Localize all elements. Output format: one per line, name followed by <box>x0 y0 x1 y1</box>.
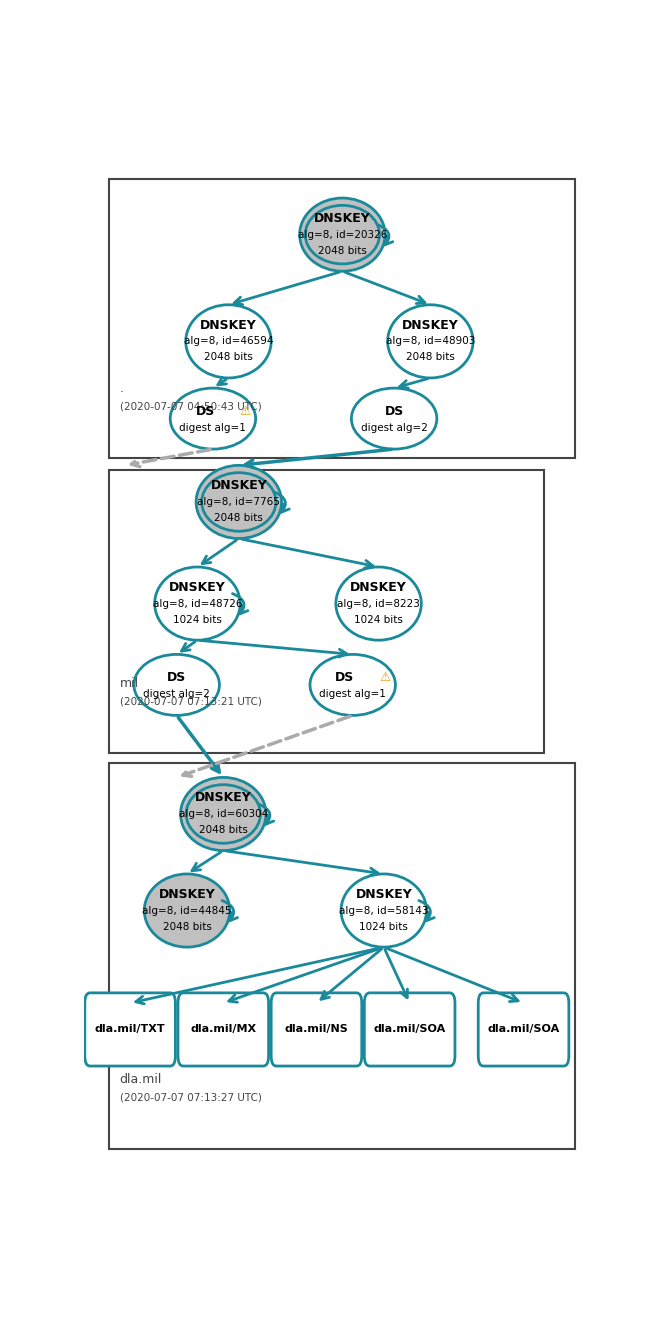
Text: dla.mil/SOA: dla.mil/SOA <box>373 1024 446 1035</box>
Text: 2048 bits: 2048 bits <box>318 246 367 256</box>
Text: alg=8, id=60304: alg=8, id=60304 <box>178 809 268 818</box>
Text: ⚠: ⚠ <box>379 671 390 684</box>
FancyBboxPatch shape <box>85 993 176 1067</box>
Ellipse shape <box>155 568 240 640</box>
Text: DNSKEY: DNSKEY <box>402 318 459 331</box>
Text: 1024 bits: 1024 bits <box>359 921 408 932</box>
Ellipse shape <box>196 466 281 539</box>
FancyBboxPatch shape <box>178 993 269 1067</box>
Ellipse shape <box>336 568 422 640</box>
Text: DNSKEY: DNSKEY <box>159 888 215 902</box>
FancyBboxPatch shape <box>364 993 455 1067</box>
Ellipse shape <box>351 388 437 449</box>
Text: alg=8, id=58143: alg=8, id=58143 <box>339 906 428 916</box>
Text: alg=8, id=48726: alg=8, id=48726 <box>153 598 242 609</box>
Text: alg=8, id=20326: alg=8, id=20326 <box>298 230 387 240</box>
FancyArrowPatch shape <box>259 804 274 824</box>
Text: ⚠: ⚠ <box>239 405 250 418</box>
Text: dla.mil/NS: dla.mil/NS <box>285 1024 348 1035</box>
Text: 1024 bits: 1024 bits <box>354 615 403 624</box>
Text: (2020-07-07 07:13:21 UTC): (2020-07-07 07:13:21 UTC) <box>120 696 262 706</box>
Text: (2020-07-07 04:50:43 UTC): (2020-07-07 04:50:43 UTC) <box>120 401 261 412</box>
Ellipse shape <box>180 777 266 850</box>
Text: DNSKEY: DNSKEY <box>210 479 267 492</box>
Text: .: . <box>120 383 124 395</box>
FancyArrowPatch shape <box>377 224 393 246</box>
Ellipse shape <box>341 874 426 948</box>
Text: dla.mil/TXT: dla.mil/TXT <box>95 1024 166 1035</box>
FancyBboxPatch shape <box>110 763 575 1150</box>
FancyArrowPatch shape <box>419 900 434 921</box>
Ellipse shape <box>134 655 219 715</box>
Text: mil: mil <box>120 677 139 690</box>
Text: DS: DS <box>385 405 403 418</box>
Text: DNSKEY: DNSKEY <box>169 581 226 594</box>
Text: DNSKEY: DNSKEY <box>200 318 257 331</box>
Text: digest alg=2: digest alg=2 <box>143 689 210 700</box>
Text: 2048 bits: 2048 bits <box>199 825 248 836</box>
Text: 2048 bits: 2048 bits <box>162 921 212 932</box>
Text: alg=8, id=7765: alg=8, id=7765 <box>197 496 281 507</box>
Ellipse shape <box>144 874 230 948</box>
Text: DS: DS <box>335 671 355 684</box>
FancyArrowPatch shape <box>232 594 248 614</box>
FancyBboxPatch shape <box>110 178 575 458</box>
Text: alg=8, id=48903: alg=8, id=48903 <box>385 337 475 346</box>
Text: dla.mil/MX: dla.mil/MX <box>190 1024 257 1035</box>
Text: dla.mil: dla.mil <box>120 1073 162 1086</box>
Text: 2048 bits: 2048 bits <box>406 352 455 363</box>
Text: DS: DS <box>196 405 215 418</box>
Text: digest alg=1: digest alg=1 <box>319 689 386 700</box>
Ellipse shape <box>170 388 256 449</box>
Text: 2048 bits: 2048 bits <box>204 352 253 363</box>
Text: alg=8, id=8223: alg=8, id=8223 <box>337 598 420 609</box>
Ellipse shape <box>300 198 385 271</box>
Text: alg=8, id=44845: alg=8, id=44845 <box>142 906 232 916</box>
Text: alg=8, id=46594: alg=8, id=46594 <box>184 337 273 346</box>
Text: (2020-07-07 07:13:27 UTC): (2020-07-07 07:13:27 UTC) <box>120 1093 262 1102</box>
Text: DNSKEY: DNSKEY <box>355 888 412 902</box>
Text: DNSKEY: DNSKEY <box>350 581 407 594</box>
Text: DNSKEY: DNSKEY <box>314 213 371 224</box>
Ellipse shape <box>310 655 395 715</box>
FancyArrowPatch shape <box>274 492 289 512</box>
Text: 1024 bits: 1024 bits <box>173 615 222 624</box>
Text: DNSKEY: DNSKEY <box>195 792 252 804</box>
Text: DS: DS <box>167 671 186 684</box>
Ellipse shape <box>387 305 473 378</box>
FancyBboxPatch shape <box>110 470 544 752</box>
FancyBboxPatch shape <box>271 993 362 1067</box>
Ellipse shape <box>186 305 271 378</box>
Text: digest alg=2: digest alg=2 <box>361 422 428 433</box>
FancyBboxPatch shape <box>478 993 569 1067</box>
FancyArrowPatch shape <box>222 900 238 921</box>
Text: dla.mil/SOA: dla.mil/SOA <box>488 1024 560 1035</box>
Text: digest alg=1: digest alg=1 <box>180 422 246 433</box>
Text: 2048 bits: 2048 bits <box>214 513 263 523</box>
